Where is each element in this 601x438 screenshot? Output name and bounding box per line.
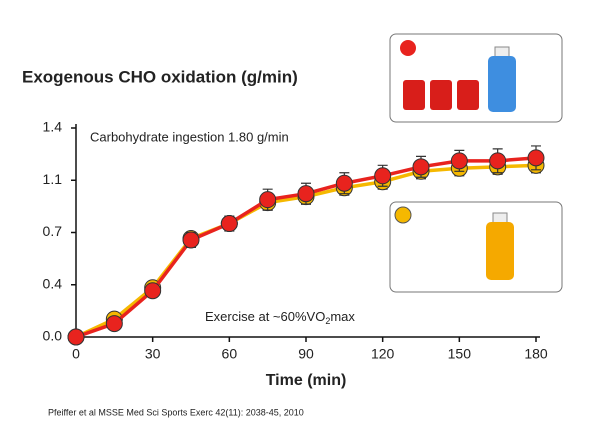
annotation-subscript: 2 bbox=[325, 316, 330, 326]
legend-icon-red bbox=[389, 33, 563, 123]
x-axis-label: Time (min) bbox=[266, 372, 347, 389]
icon-gel bbox=[430, 80, 452, 110]
legend-box bbox=[389, 201, 563, 293]
data-point bbox=[105, 315, 123, 333]
legend-dot bbox=[394, 206, 412, 224]
icon-cap bbox=[492, 212, 508, 224]
y-tick-label: 0.0 bbox=[43, 328, 63, 344]
data-point bbox=[220, 215, 238, 233]
data-point bbox=[297, 185, 315, 203]
x-tick-label: 30 bbox=[145, 346, 161, 362]
y-tick-label: 0.7 bbox=[43, 223, 63, 239]
icon-bottle bbox=[486, 222, 514, 280]
data-point bbox=[335, 174, 353, 192]
annotation: Exercise at ~60%VO2max bbox=[205, 309, 355, 326]
x-tick-label: 60 bbox=[222, 346, 238, 362]
annotation-text: max bbox=[330, 309, 355, 324]
y-tick-label: 1.4 bbox=[43, 119, 63, 135]
data-point bbox=[412, 158, 430, 176]
data-point bbox=[374, 167, 392, 185]
annotation: Carbohydrate ingestion 1.80 g/min bbox=[90, 129, 289, 144]
data-point bbox=[144, 282, 162, 300]
source: Pfeiffer et al MSSE Med Sci Sports Exerc… bbox=[48, 407, 304, 417]
annotation-text: Exercise at ~60%VO bbox=[205, 309, 325, 324]
y-tick-label: 1.1 bbox=[43, 171, 63, 187]
icon-bottle bbox=[488, 56, 516, 112]
x-tick-label: 150 bbox=[448, 346, 472, 362]
data-point bbox=[67, 328, 85, 346]
y-tick-label: 0.4 bbox=[43, 275, 63, 291]
data-point bbox=[489, 152, 507, 170]
data-point bbox=[182, 231, 200, 249]
icon-gel bbox=[403, 80, 425, 110]
legend-icon-yellow bbox=[389, 201, 563, 293]
data-point bbox=[527, 149, 545, 167]
chart-title: Exogenous CHO oxidation (g/min) bbox=[22, 67, 298, 86]
icon-gel bbox=[457, 80, 479, 110]
x-tick-label: 180 bbox=[524, 346, 548, 362]
legend-dot bbox=[400, 40, 416, 56]
x-tick-label: 90 bbox=[298, 346, 314, 362]
data-point bbox=[450, 152, 468, 170]
x-tick-label: 0 bbox=[72, 346, 80, 362]
icon-cap bbox=[494, 46, 510, 58]
x-tick-label: 120 bbox=[371, 346, 395, 362]
data-point bbox=[259, 191, 277, 209]
